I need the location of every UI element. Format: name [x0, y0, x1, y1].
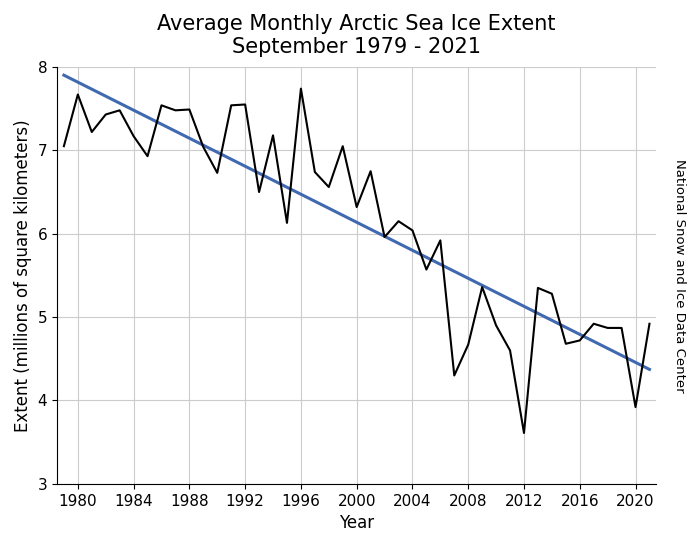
- Title: Average Monthly Arctic Sea Ice Extent
September 1979 - 2021: Average Monthly Arctic Sea Ice Extent Se…: [158, 14, 556, 57]
- Y-axis label: National Snow and Ice Data Center: National Snow and Ice Data Center: [673, 158, 686, 392]
- Y-axis label: Extent (millions of square kilometers): Extent (millions of square kilometers): [14, 119, 32, 432]
- X-axis label: Year: Year: [339, 514, 375, 532]
